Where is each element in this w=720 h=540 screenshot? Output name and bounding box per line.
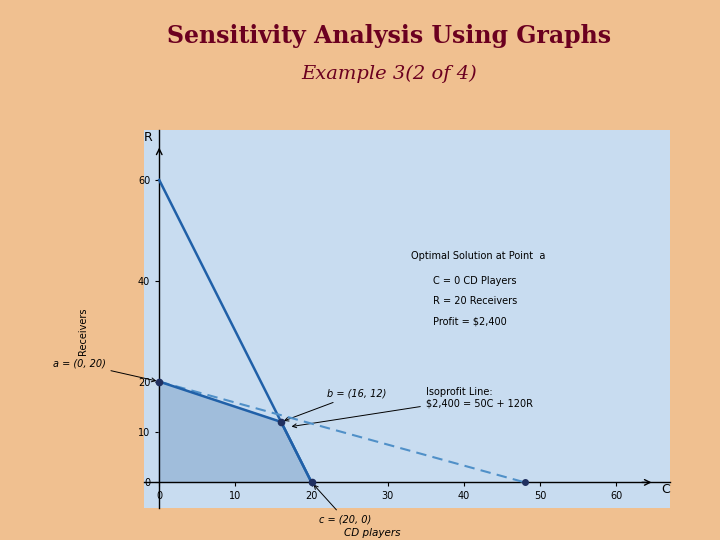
Text: Sensitivity Analysis Using Graphs: Sensitivity Analysis Using Graphs bbox=[167, 24, 611, 48]
Text: Receivers: Receivers bbox=[78, 307, 88, 355]
Text: a = (0, 20): a = (0, 20) bbox=[53, 359, 156, 382]
Polygon shape bbox=[159, 382, 312, 482]
Text: c = (20, 0): c = (20, 0) bbox=[314, 485, 372, 525]
Text: Example 3(2 of 4): Example 3(2 of 4) bbox=[301, 65, 477, 83]
Text: C: C bbox=[662, 483, 670, 496]
Text: R = 20 Receivers: R = 20 Receivers bbox=[433, 296, 518, 306]
Text: CD players: CD players bbox=[344, 528, 401, 538]
Text: Optimal Solution at Point  a: Optimal Solution at Point a bbox=[410, 251, 545, 261]
Text: R: R bbox=[143, 131, 152, 144]
Text: b = (16, 12): b = (16, 12) bbox=[284, 389, 386, 421]
Text: C = 0 CD Players: C = 0 CD Players bbox=[433, 276, 517, 286]
Text: Isoprofit Line:
$2,400 = 50C + 120R: Isoprofit Line: $2,400 = 50C + 120R bbox=[292, 387, 533, 428]
Text: Profit = $2,400: Profit = $2,400 bbox=[433, 316, 507, 326]
